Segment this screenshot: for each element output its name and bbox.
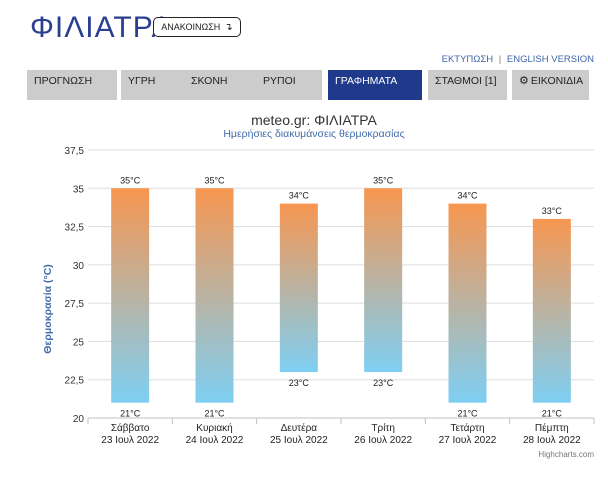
tab-label: ΣΚΟΝΗ [191, 75, 228, 87]
temperature-bar[interactable] [195, 188, 234, 403]
tab-dust[interactable]: ΣΚΟΝΗ [184, 70, 260, 100]
x-tick-day: Τετάρτη [450, 422, 484, 434]
y-tick-label: 32,5 [65, 223, 85, 234]
high-temp-label: 35°C [120, 175, 141, 185]
low-temp-label: 23°C [373, 378, 394, 388]
print-link[interactable]: ΕΚΤΥΠΩΣΗ [441, 54, 494, 65]
temperature-bar[interactable] [111, 188, 150, 403]
y-tick-label: 37,5 [65, 146, 85, 157]
tab-graphs[interactable]: ΓΡΑΦΗΜΑΤΑ [328, 70, 422, 100]
x-tick-day: Δευτέρα [281, 422, 318, 434]
x-tick-date: 28 Ιουλ 2022 [523, 435, 581, 446]
high-temp-label: 34°C [289, 191, 310, 201]
x-tick-day: Πέμπτη [535, 422, 569, 434]
y-tick-label: 20 [73, 414, 85, 425]
x-tick-day: Τρίτη [371, 422, 395, 434]
tab-stations[interactable]: ΣΤΑΘΜΟΙ [1] [428, 70, 507, 100]
y-tick-label: 22,5 [65, 376, 85, 387]
low-temp-label: 21°C [204, 409, 225, 419]
x-tick-date: 27 Ιουλ 2022 [439, 435, 497, 446]
y-tick-label: 30 [73, 261, 85, 272]
tab-forecast[interactable]: ΠΡΟΓΝΩΣΗ [27, 70, 117, 100]
gear-icon: ⚙ [519, 75, 529, 87]
high-temp-label: 33°C [542, 206, 563, 216]
temperature-bar[interactable] [448, 203, 487, 403]
chart-title: meteo.gr: ΦΙΛΙΑΤΡΑ [251, 112, 377, 128]
high-temp-label: 34°C [457, 191, 478, 201]
tab-label: ΡΥΠΟΙ [263, 75, 296, 87]
temperature-chart: meteo.gr: ΦΙΛΙΑΤΡΑ Ημερήσιες διακυμάνσει… [42, 112, 595, 459]
announce-button[interactable]: ΑΝΑΚΟΙΝΩΣΗ ↴ [153, 17, 241, 37]
high-temp-label: 35°C [204, 175, 225, 185]
x-tick-date: 23 Ιουλ 2022 [101, 435, 159, 446]
announce-label: ΑΝΑΚΟΙΝΩΣΗ [161, 22, 221, 32]
tab-pollutants[interactable]: ΡΥΠΟΙ [256, 70, 322, 100]
top-links: ΕΚΤΥΠΩΣΗ | ENGLISH VERSION [442, 54, 594, 65]
high-temp-label: 35°C [373, 175, 394, 185]
y-axis-title: Θερμοκρασία (°C) [42, 264, 54, 354]
x-tick-day: Κυριακή [196, 422, 232, 434]
x-tick-date: 25 Ιουλ 2022 [270, 435, 328, 446]
tab-label: ΣΤΑΘΜΟΙ [1] [435, 75, 497, 87]
y-tick-label: 35 [73, 184, 85, 195]
english-version-link[interactable]: ENGLISH VERSION [506, 54, 594, 65]
tab-label: ΕΙΚΟΝΙΔΙΑ [530, 75, 584, 87]
low-temp-label: 21°C [457, 409, 478, 419]
chart-credits: Highcharts.com [538, 450, 594, 459]
city-title: ΦΙΛΙΑΤΡΑ [30, 11, 173, 44]
x-tick-date: 26 Ιουλ 2022 [354, 435, 412, 446]
temperature-bar[interactable] [279, 203, 318, 373]
low-temp-label: 23°C [289, 378, 310, 388]
temperature-bar[interactable] [364, 188, 403, 373]
arrow-down-icon: ↴ [224, 21, 233, 33]
chart-subtitle: Ημερήσιες διακυμάνσεις θερμοκρασίας [223, 128, 404, 140]
x-tick-day: Σάββατο [111, 422, 150, 434]
tab-icons[interactable]: ⚙ ΕΙΚΟΝΙΔΙΑ [512, 70, 589, 100]
link-separator: | [498, 54, 502, 65]
low-temp-label: 21°C [542, 409, 563, 419]
tab-label: ΠΡΟΓΝΩΣΗ [34, 75, 93, 87]
tab-label: ΥΓΡΗ [128, 75, 156, 87]
low-temp-label: 21°C [120, 409, 141, 419]
x-tick-date: 24 Ιουλ 2022 [186, 435, 244, 446]
y-tick-label: 27,5 [65, 299, 85, 310]
temperature-bar[interactable] [532, 218, 571, 403]
y-tick-label: 25 [73, 337, 85, 348]
tab-label: ΓΡΑΦΗΜΑΤΑ [335, 75, 398, 87]
